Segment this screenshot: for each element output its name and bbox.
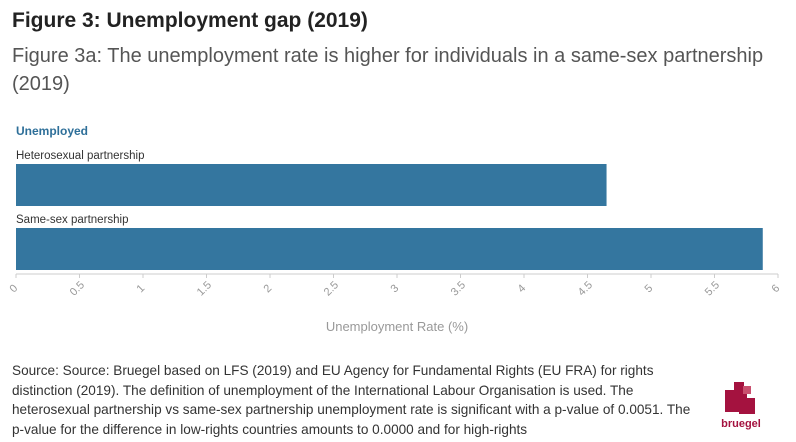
x-tick-label: 1.5 [195, 279, 214, 298]
x-tick-label: 4 [515, 282, 528, 295]
x-axis-title: Unemployment Rate (%) [326, 319, 468, 334]
x-tick-label: 3.5 [449, 279, 468, 298]
x-tick-label: 2 [261, 282, 274, 295]
chart-title: Figure 3: Unemployment gap (2019) [12, 9, 368, 32]
bruegel-logo-icon [725, 382, 755, 414]
bar-label: Heterosexual partnership [16, 150, 145, 162]
bar-chart: Unemployed Heterosexual partnership Same-… [7, 124, 782, 334]
x-tick-label: 3 [388, 282, 401, 295]
x-tick-label: 1 [134, 282, 147, 295]
x-tick-label: 5 [642, 282, 655, 295]
x-tick-label: 6 [769, 282, 782, 295]
x-tick-label: 2.5 [322, 279, 341, 298]
legend-title: Unemployed [16, 124, 88, 138]
bruegel-logo-text: bruegel [721, 418, 761, 430]
bruegel-logo[interactable]: bruegel [718, 382, 764, 434]
bar-label: Same-sex partnership [16, 214, 129, 226]
chart-subtitle: Figure 3a: The unemployment rate is high… [12, 45, 764, 95]
source-note: Source: Source: Bruegel based on LFS (20… [12, 363, 691, 437]
x-tick-label: 0 [7, 282, 20, 295]
x-tick-label: 0.5 [68, 279, 87, 298]
x-tick-label: 4.5 [576, 279, 595, 298]
x-tick-label: 5.5 [703, 279, 722, 298]
bar[interactable] [16, 164, 607, 206]
bar[interactable] [16, 228, 763, 270]
